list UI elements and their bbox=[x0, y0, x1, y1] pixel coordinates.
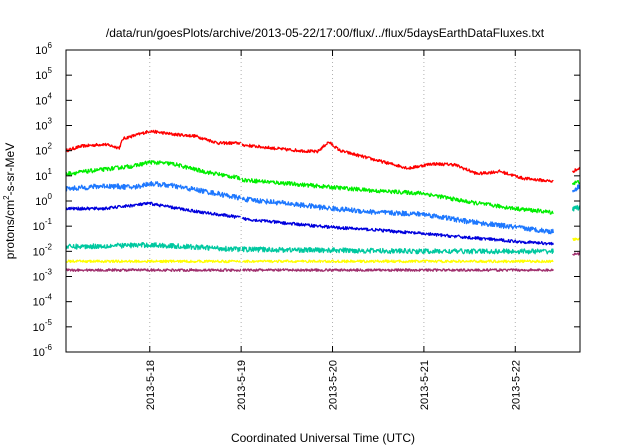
y-tick-label: 103 bbox=[35, 117, 52, 133]
y-tick-label: 10-5 bbox=[33, 318, 53, 334]
series-line-3 bbox=[65, 201, 554, 246]
x-tick-label: 2013-5-18 bbox=[145, 360, 157, 410]
y-tick-label: 106 bbox=[35, 41, 52, 57]
series-line-2 bbox=[65, 180, 581, 235]
y-tick-label: 101 bbox=[35, 167, 52, 183]
y-tick-label: 100 bbox=[35, 192, 52, 208]
x-axis-title: Coordinated Universal Time (UTC) bbox=[231, 431, 415, 445]
series-line-4 bbox=[65, 204, 581, 255]
x-tick-label: 2013-5-20 bbox=[328, 360, 340, 410]
plot-frame bbox=[65, 49, 581, 353]
y-tick-label: 10-6 bbox=[33, 343, 53, 359]
y-tick-label: 10-4 bbox=[33, 293, 53, 309]
x-tick-label: 2013-5-22 bbox=[510, 360, 522, 410]
y-axis-title-base: protons/cm bbox=[3, 200, 17, 259]
x-axis: 2013-5-18 2013-5-19 2013-5-20 2013-5-21 2013… bbox=[145, 50, 522, 410]
y-tick-label: 104 bbox=[35, 91, 52, 107]
x-tick-label: 2013-5-19 bbox=[236, 360, 248, 410]
y-tick-label: 10-2 bbox=[33, 242, 53, 258]
y-axis-title-sup: 2 bbox=[2, 195, 11, 200]
series-line-0 bbox=[65, 129, 581, 183]
y-tick-label: 10-3 bbox=[33, 268, 53, 284]
series-line-6 bbox=[65, 252, 581, 272]
y-axis-title: protons/cm2-s-sr-MeV bbox=[2, 143, 17, 259]
series-line-1 bbox=[65, 160, 581, 215]
y-tick-label: 102 bbox=[35, 142, 52, 158]
y-axis: 10-6 10-5 10-4 10-3 10-2 10-1 100 101 102 103 104 1… bbox=[33, 41, 580, 359]
y-axis-title-rest: -s-sr-MeV bbox=[3, 143, 17, 196]
series-layer bbox=[65, 129, 581, 272]
y-tick-label: 10-1 bbox=[33, 217, 53, 233]
series-line-5 bbox=[65, 237, 581, 264]
y-tick-label: 105 bbox=[35, 66, 52, 82]
chart-title: /data/run/goesPlots/archive/2013-05-22/1… bbox=[106, 26, 545, 40]
x-tick-label: 2013-5-21 bbox=[419, 360, 431, 410]
